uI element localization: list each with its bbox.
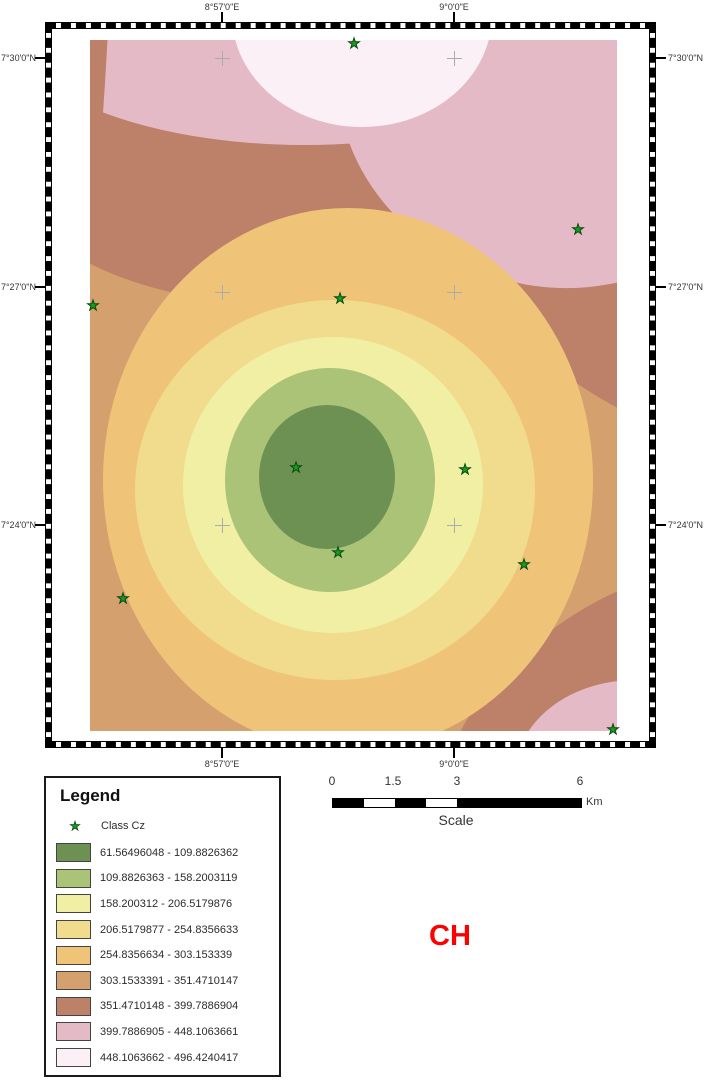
map-title: CH (429, 920, 471, 952)
coord-label-right: 7°27'0"N (668, 282, 704, 292)
legend-panel: Legend ★ Class Cz 61.56496048 - 109.8826… (44, 776, 281, 1077)
legend-color-swatch (56, 920, 91, 940)
legend-class-row: 158.200312 - 206.5179876 (56, 891, 275, 917)
contour-band-dark-green (259, 405, 395, 549)
legend-point-class-label: Class Cz (101, 820, 146, 832)
tick-right (656, 524, 666, 526)
scale-tick-label: 0 (328, 774, 336, 788)
legend-class-label: 351.4710148 - 399.7886904 (100, 1000, 239, 1013)
legend-title: Legend (60, 786, 121, 805)
scale-bar-segment (395, 799, 426, 807)
legend-class-row: 399.7886905 - 448.1063661 (56, 1019, 275, 1045)
coord-label-top: 8°57'0"E (204, 2, 240, 12)
legend-color-swatch (56, 996, 91, 1016)
tick-left (35, 524, 45, 526)
legend-class-label: 254.8356634 - 303.153339 (100, 949, 233, 962)
tick-left (35, 286, 45, 288)
legend-class-row: 254.8356634 - 303.153339 (56, 942, 275, 968)
coord-label-left: 7°27'0"N (0, 282, 36, 292)
coord-label-bottom: 9°0'0"E (439, 759, 469, 769)
tick-right (656, 286, 666, 288)
legend-class-label: 109.8826363 - 158.2003119 (100, 872, 238, 885)
legend-class-label: 206.5179877 - 254.8356633 (100, 923, 239, 936)
coord-label-bottom: 8°57'0"E (204, 759, 240, 769)
legend-class-label: 61.56496048 - 109.8826362 (100, 846, 239, 859)
star-icon: ★ (69, 819, 81, 834)
legend-color-swatch (56, 868, 91, 888)
legend-class-label: 399.7886905 - 448.1063661 (100, 1025, 239, 1038)
scale-tick-label: 1.5 (384, 774, 402, 788)
scale-bar-segment (457, 799, 581, 807)
scale-bar: 0 1.5 3 6 Km Scale (328, 774, 610, 830)
legend-class-label: 448.1063662 - 496.4240417 (100, 1051, 239, 1064)
tick-bottom (453, 748, 455, 758)
legend-color-swatch (56, 894, 91, 914)
legend-color-swatch (56, 971, 91, 991)
scale-bar-segment (364, 799, 395, 807)
scale-bar-unit: Km (586, 796, 603, 808)
legend-class-row: 351.4710148 - 399.7886904 (56, 994, 275, 1020)
legend-color-swatch (56, 1048, 91, 1068)
legend-color-swatch (56, 945, 91, 965)
tick-top (221, 12, 223, 22)
scale-tick-label: 6 (576, 774, 584, 788)
coord-label-top: 9°0'0"E (439, 2, 469, 12)
tick-bottom (221, 748, 223, 758)
legend-point-class-row: ★ Class Cz (60, 816, 145, 836)
map-frame: ★ ★ ★ ★ ★ ★ ★ ★ ★ ★ (45, 22, 656, 748)
tick-top (453, 12, 455, 22)
tick-left (35, 57, 45, 59)
coord-label-left: 7°24'0"N (0, 520, 36, 530)
scale-bar-segments (332, 798, 582, 808)
legend-class-row: 448.1063662 - 496.4240417 (56, 1045, 275, 1071)
legend-class-label: 303.1533391 - 351.4710147 (100, 974, 239, 987)
scale-tick-label: 3 (453, 774, 461, 788)
legend-class-row: 206.5179877 - 254.8356633 (56, 917, 275, 943)
coord-label-right: 7°30'0"N (668, 53, 704, 63)
legend-color-swatch (56, 843, 91, 863)
coord-label-right: 7°24'0"N (668, 520, 704, 530)
legend-class-row: 303.1533391 - 351.4710147 (56, 968, 275, 994)
scale-bar-segment (333, 799, 364, 807)
scale-bar-segment (426, 799, 457, 807)
coord-label-left: 7°30'0"N (0, 53, 36, 63)
scale-bar-caption: Scale (438, 812, 474, 828)
legend-color-swatch (56, 1022, 91, 1042)
legend-class-label: 158.200312 - 206.5179876 (100, 897, 233, 910)
interpolated-surface (90, 40, 617, 731)
tick-right (656, 57, 666, 59)
legend-class-row: 61.56496048 - 109.8826362 (56, 840, 275, 866)
legend-class-row: 109.8826363 - 158.2003119 (56, 866, 275, 892)
